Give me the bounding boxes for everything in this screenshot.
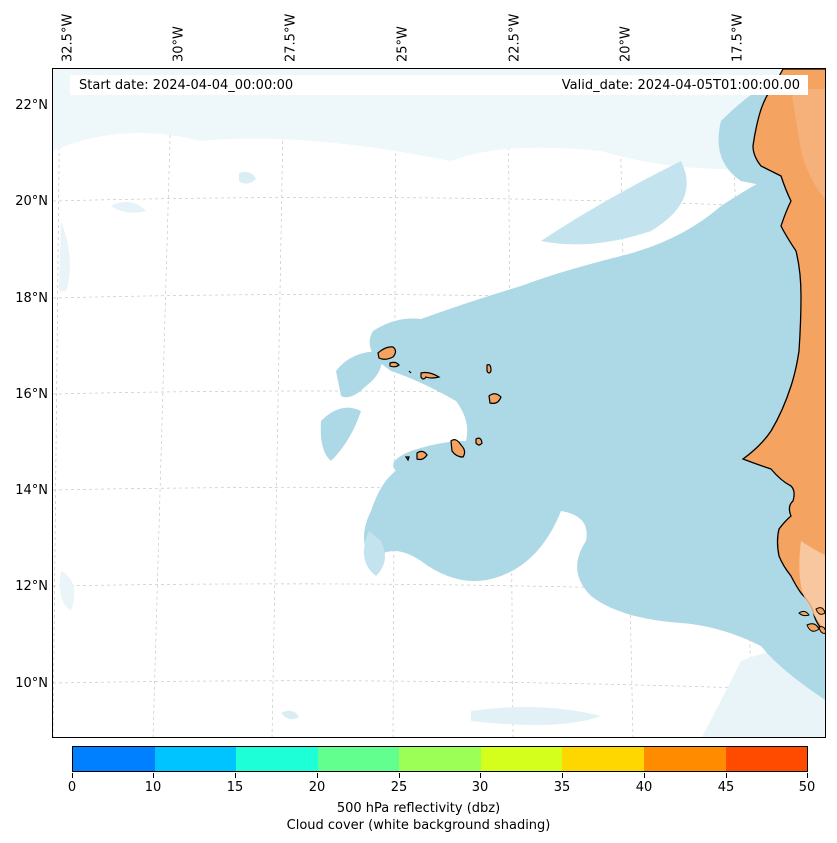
colorbar-segment-3 bbox=[236, 747, 318, 771]
colorbar-tick bbox=[317, 773, 318, 778]
colorbar-tick-label: 45 bbox=[717, 780, 735, 795]
map-panel[interactable] bbox=[52, 68, 826, 738]
colorbar-tick-label: 40 bbox=[635, 780, 653, 795]
colorbar-tick bbox=[235, 773, 236, 778]
colorbar-segment-8 bbox=[643, 747, 726, 771]
lat-label-18n: 18°N bbox=[15, 291, 48, 306]
colorbar-tick-label: 15 bbox=[226, 780, 244, 795]
reflectivity-colorbar bbox=[72, 746, 808, 772]
colorbar-segment-4 bbox=[317, 747, 400, 771]
lat-label-14n: 14°N bbox=[15, 483, 48, 498]
colorbar-segment-5 bbox=[399, 747, 481, 771]
colorbar-tick bbox=[480, 773, 481, 778]
lat-label-10n: 10°N bbox=[15, 676, 48, 691]
lon-label-27-5w: 27.5°W bbox=[283, 13, 299, 62]
colorbar-tick bbox=[562, 773, 563, 778]
colorbar-tick bbox=[726, 773, 727, 778]
lon-label-22-5w: 22.5°W bbox=[507, 13, 523, 62]
valid-date: Valid_date: 2024-04-05T01:00:00.00 bbox=[561, 78, 800, 93]
colorbar-segment-6 bbox=[480, 747, 563, 771]
lat-label-22n: 22°N bbox=[15, 98, 48, 113]
lat-label-20n: 20°N bbox=[15, 194, 48, 209]
lat-label-16n: 16°N bbox=[15, 387, 48, 402]
colorbar-segment-7 bbox=[562, 747, 644, 771]
colorbar-tick-label: 50 bbox=[798, 780, 816, 795]
cape-verde-islands bbox=[377, 346, 502, 462]
cloud-cover-edge bbox=[363, 161, 687, 576]
colorbar-tick bbox=[807, 773, 808, 778]
colorbar-tick bbox=[72, 773, 73, 778]
lon-label-20w: 20°W bbox=[618, 26, 634, 62]
colorbar-tick bbox=[644, 773, 645, 778]
map-canvas bbox=[53, 69, 825, 737]
colorbar-tick bbox=[399, 773, 400, 778]
colorbar-sublabel: Cloud cover (white background shading) bbox=[286, 818, 551, 833]
west-africa-land bbox=[741, 69, 825, 633]
colorbar-tick-label: 0 bbox=[67, 780, 77, 795]
colorbar-segment-2 bbox=[154, 747, 237, 771]
lon-label-30w: 30°W bbox=[171, 26, 187, 62]
lon-label-32-5w: 32.5°W bbox=[60, 13, 76, 62]
colorbar-tick-label: 25 bbox=[390, 780, 408, 795]
colorbar-tick-label: 20 bbox=[308, 780, 326, 795]
bissagos-islands bbox=[798, 607, 825, 634]
start-date: Start date: 2024-04-04_00:00:00 bbox=[79, 78, 294, 93]
colorbar-tick-label: 30 bbox=[471, 780, 489, 795]
colorbar-tick-label: 10 bbox=[144, 780, 162, 795]
colorbar-tick bbox=[153, 773, 154, 778]
colorbar-tick-label: 35 bbox=[553, 780, 571, 795]
date-info-box: Start date: 2024-04-04_00:00:00 Valid_da… bbox=[70, 75, 808, 95]
lat-label-12n: 12°N bbox=[15, 579, 48, 594]
colorbar-segment-9 bbox=[725, 747, 808, 771]
colorbar-label: 500 hPa reflectivity (dbz) bbox=[336, 801, 501, 816]
lon-label-17-5w: 17.5°W bbox=[730, 13, 746, 62]
colorbar-segment-1 bbox=[73, 747, 155, 771]
cloud-cover-main bbox=[320, 71, 825, 700]
lon-label-25w: 25°W bbox=[395, 26, 411, 62]
